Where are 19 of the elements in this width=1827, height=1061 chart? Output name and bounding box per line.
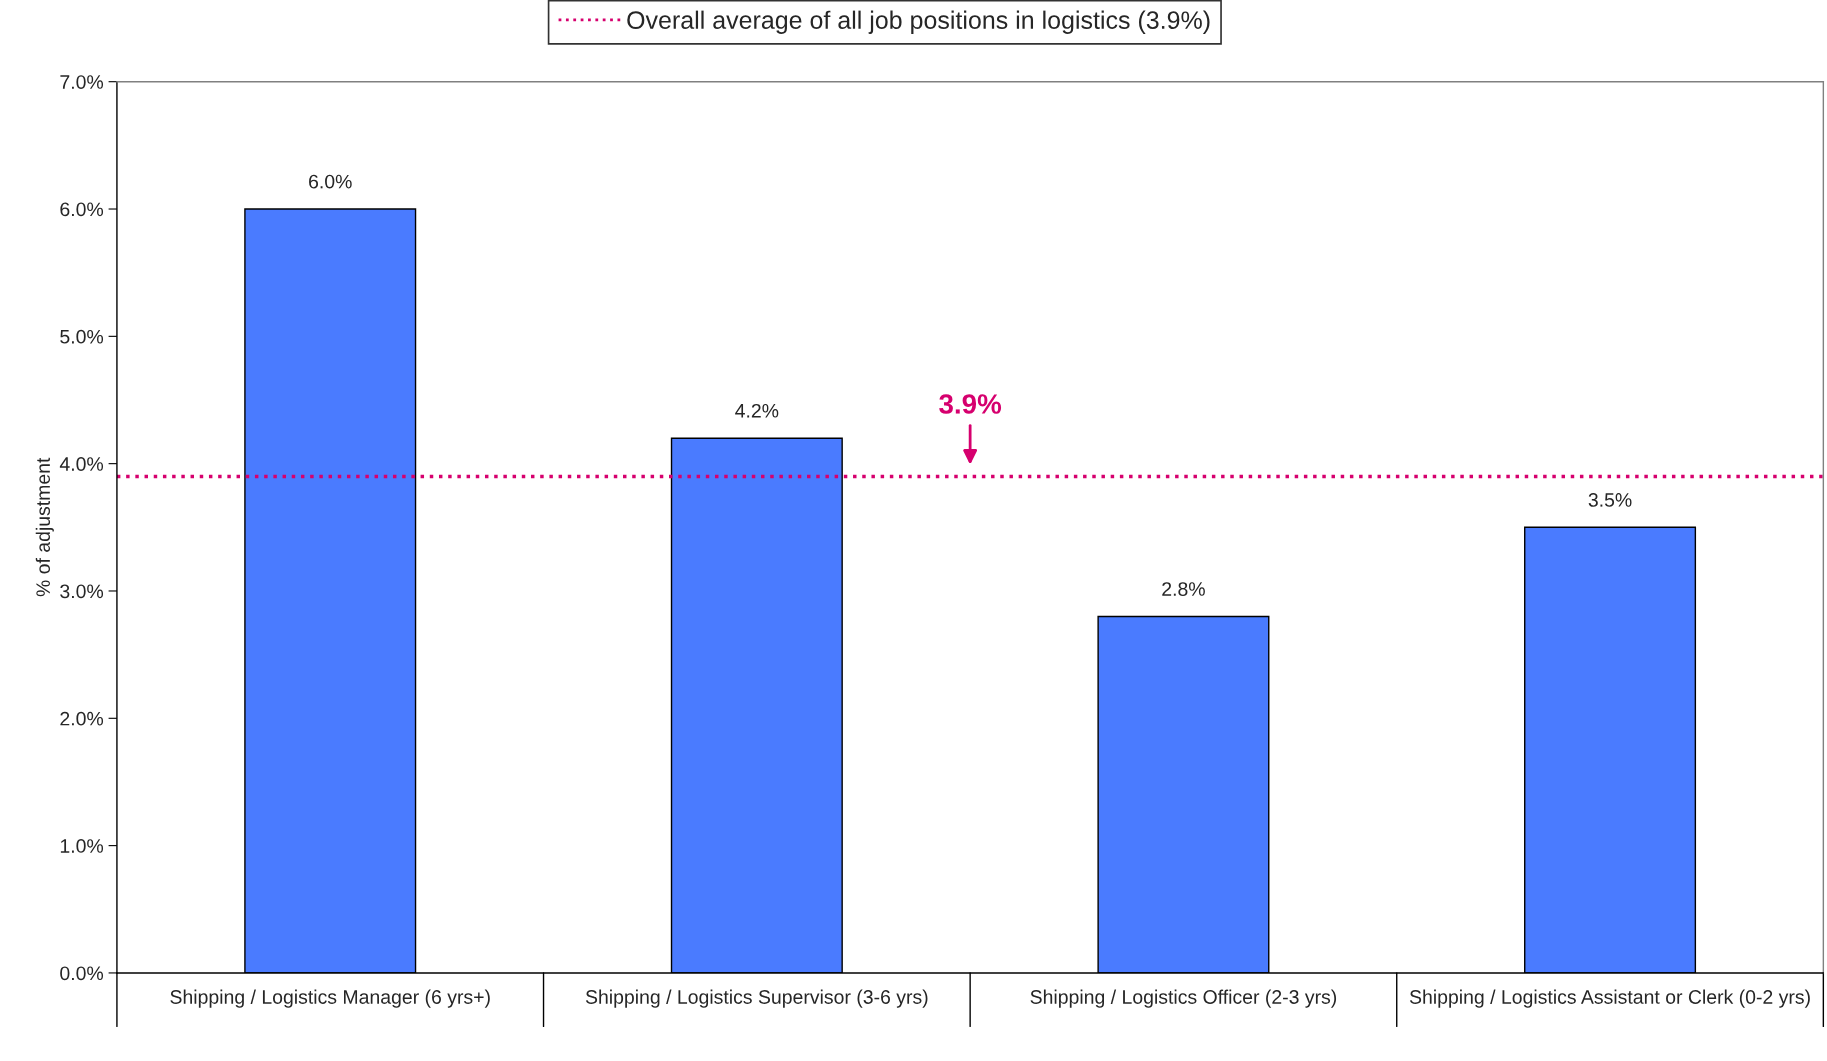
y-tick-label: 0.0% xyxy=(60,966,104,981)
legend-label: Overall average of all job positions in logistics (3.9%) xyxy=(627,10,1210,34)
y-tick-label: 2.0% xyxy=(60,711,104,726)
y-tick-label: 5.0% xyxy=(60,329,104,344)
x-tick-label: Shipping / Logistics Supervisor (3-6 yrs) xyxy=(585,989,928,1008)
y-tick-label: 6.0% xyxy=(60,202,104,217)
x-tick-label: Shipping / Logistics Manager (6 yrs+) xyxy=(170,989,490,1008)
y-axis-title: % of adjustment xyxy=(35,457,54,597)
y-tick-label: 7.0% xyxy=(60,75,104,89)
y-tick-label: 4.0% xyxy=(59,457,104,471)
y-tick-label: 1.0% xyxy=(60,839,104,853)
y-tick-label: 3.0% xyxy=(60,584,104,599)
data-label: 6.0% xyxy=(309,174,352,189)
data-label: 2.8% xyxy=(1162,582,1205,596)
x-tick-label: Shipping / Logistics Officer (2-3 yrs) xyxy=(1030,989,1337,1008)
annotation: 3.9% xyxy=(939,394,1002,414)
x-tick-label: Shipping / Logistics Assistant or Clerk (0-2 yrs) xyxy=(1409,989,1810,1008)
data-label: 3.5% xyxy=(1588,493,1632,507)
data-label: 4.2% xyxy=(735,403,779,418)
